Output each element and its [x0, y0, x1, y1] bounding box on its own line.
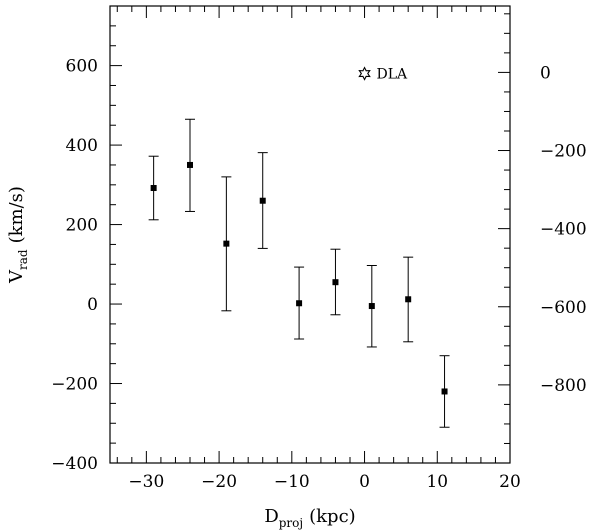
point-marker: [187, 161, 193, 168]
y-tick-label: −400: [51, 454, 98, 474]
point-marker: [296, 300, 303, 307]
point-marker: [259, 197, 266, 204]
data-point: [185, 118, 195, 212]
x-axis-title-main: D: [264, 506, 278, 527]
point-marker: [368, 303, 375, 310]
data-point: [148, 155, 159, 221]
y2-tick-label: −400: [540, 220, 587, 240]
data-points: [148, 118, 450, 428]
point-marker: [150, 185, 157, 192]
y2-tick-label: −200: [540, 142, 587, 162]
y-axis-title-sub: rad: [16, 249, 30, 270]
y-tick-label: 400: [66, 136, 98, 156]
x-axis-title-unit: (kpc): [309, 506, 356, 527]
x-tick-label: −10: [274, 472, 310, 492]
y-axis-title: Vrad (km/s): [6, 186, 30, 284]
plot-border: [109, 5, 511, 464]
y2-tick-label: −600: [540, 298, 587, 318]
point-marker: [223, 240, 230, 247]
point-marker: [405, 296, 412, 303]
data-point: [257, 152, 268, 249]
x-axis-title: Dproj (kpc): [264, 506, 355, 530]
tick-labels: −30 −20 −10 0 10 20 −400 −200 0 200 400 600 0 −200 −40…: [51, 57, 586, 492]
x-tick-label: 0: [359, 472, 370, 492]
y-tick-label: 0: [87, 295, 98, 315]
plot-frame: [109, 5, 511, 464]
point-marker: [332, 279, 339, 286]
axis-ticks: [110, 6, 511, 464]
y-axis-title-unit: (km/s): [6, 186, 27, 243]
x-tick-label: 20: [499, 472, 521, 492]
x-tick-label: −20: [201, 472, 237, 492]
dla-label: DLA: [377, 67, 409, 83]
data-point: [403, 256, 414, 343]
y-tick-label: 200: [66, 216, 98, 236]
y-tick-label: −200: [51, 375, 98, 395]
point-marker: [441, 388, 448, 395]
data-point: [330, 248, 341, 316]
data-point: [294, 266, 305, 340]
y-tick-label: 600: [66, 57, 98, 77]
data-point: [366, 264, 377, 348]
dla-star-marker: [358, 66, 371, 81]
dla-annotation: DLA: [358, 66, 409, 83]
data-point: [439, 355, 450, 428]
x-axis-title-sub: proj: [279, 516, 303, 530]
y-axis-title-main: V: [6, 269, 27, 284]
y2-tick-label: −800: [540, 376, 587, 396]
y2-tick-label: 0: [540, 63, 551, 83]
data-point: [221, 176, 232, 312]
x-tick-label: 10: [426, 472, 448, 492]
x-tick-label: −30: [128, 472, 164, 492]
